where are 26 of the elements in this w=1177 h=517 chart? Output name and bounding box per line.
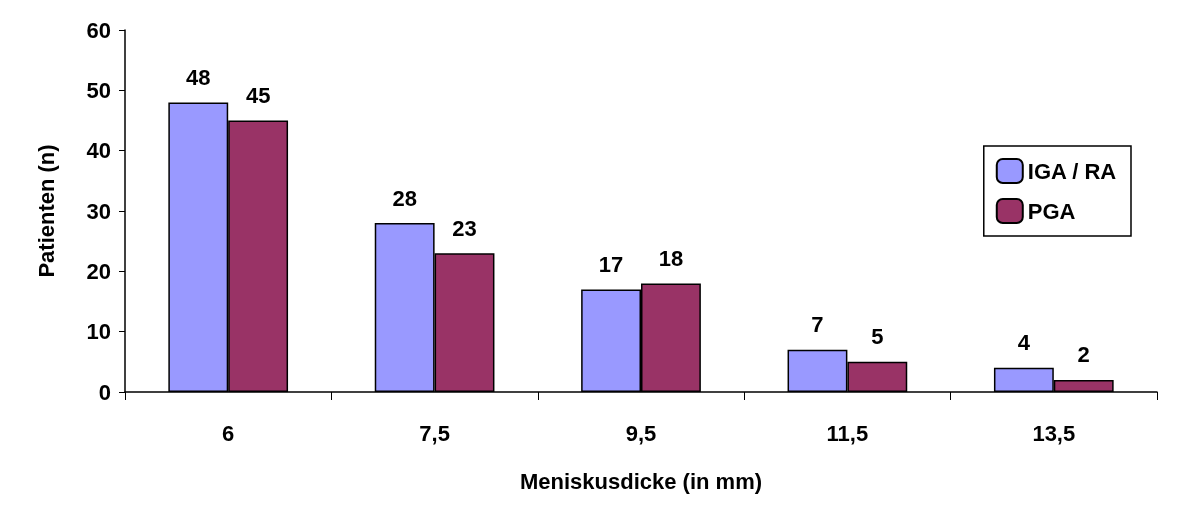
x-axis-title: Meniskusdicke (in mm) bbox=[519, 468, 763, 494]
y-tick-label: 60 bbox=[86, 17, 111, 43]
legend-label: IGA / RA bbox=[1027, 158, 1117, 184]
data-label: 4 bbox=[1017, 330, 1031, 356]
x-tick-label: 6 bbox=[222, 420, 235, 446]
data-label: 23 bbox=[452, 215, 477, 241]
y-tick-label: 50 bbox=[86, 77, 111, 103]
y-tick-label: 40 bbox=[86, 138, 111, 164]
x-tick-label: 9,5 bbox=[625, 420, 657, 446]
data-label: 5 bbox=[871, 324, 884, 350]
x-tick-label: 11,5 bbox=[826, 420, 869, 446]
y-tick-label: 20 bbox=[86, 258, 111, 284]
y-axis-title: Patienten (n) bbox=[33, 144, 59, 278]
data-label: 28 bbox=[392, 185, 417, 211]
y-tick-label: 30 bbox=[86, 198, 111, 224]
x-tick-label: 13,5 bbox=[1032, 420, 1076, 446]
x-tick-label: 7,5 bbox=[419, 420, 450, 446]
data-label: 17 bbox=[598, 251, 624, 277]
data-label: 48 bbox=[186, 64, 211, 90]
y-tick-label: 0 bbox=[98, 379, 111, 405]
y-tick-label: 10 bbox=[86, 319, 111, 345]
data-label: 18 bbox=[658, 245, 684, 271]
data-label: 45 bbox=[245, 83, 271, 108]
data-label: 2 bbox=[1077, 342, 1090, 368]
data-label: 7 bbox=[811, 312, 824, 338]
legend-label: PGA bbox=[1027, 198, 1076, 224]
